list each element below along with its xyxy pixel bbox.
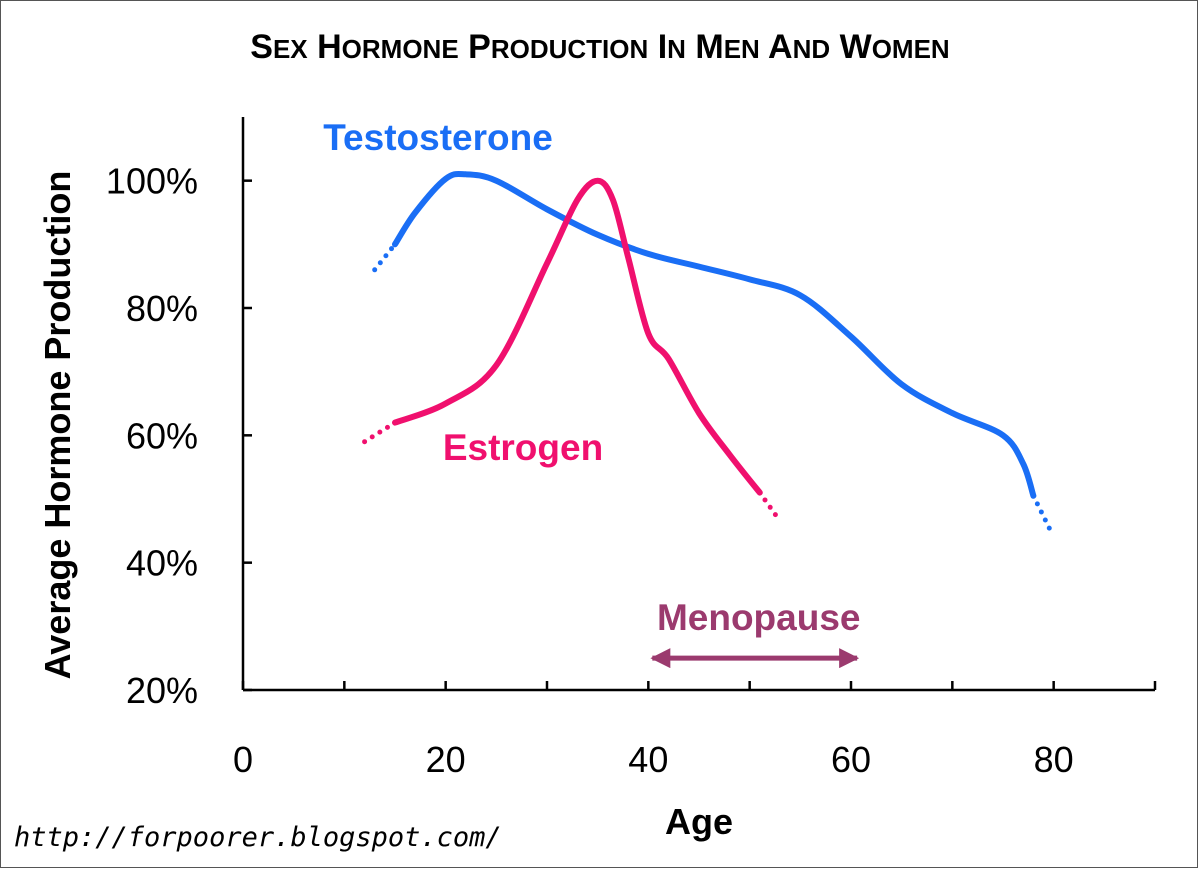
labels-layer: Testosterone Estrogen Menopause (323, 117, 861, 669)
y-tick-label: 20% (126, 670, 198, 711)
testosterone-dotted-end (1030, 493, 1054, 534)
estrogen-dotted-end (757, 490, 783, 524)
y-axis-label: Average Hormone Production (37, 171, 78, 680)
x-tick-label: 20 (426, 739, 466, 780)
testosterone-dotted-start (372, 241, 398, 273)
estrogen-line (392, 177, 763, 496)
y-tick-label: 60% (126, 415, 198, 456)
estrogen-dotted-start (362, 420, 398, 445)
y-tick-label: 40% (126, 543, 198, 584)
x-tick-label: 40 (628, 739, 668, 780)
x-tick-label: 80 (1034, 739, 1074, 780)
axes: 20% 40% 60% 80% 100% 0 20 40 60 80 (106, 117, 1157, 780)
x-tick-label: 0 (233, 739, 253, 780)
x-axis-label: Age (665, 801, 733, 842)
x-tick-label: 60 (831, 739, 871, 780)
menopause-label: Menopause (657, 597, 861, 638)
source-url: http://forpoorer.blogspot.com/ (14, 822, 502, 853)
y-tick-label: 80% (126, 288, 198, 329)
chart-title: SEX HORMONE PRODUCTION IN MEN AND WOMEN (250, 28, 949, 66)
testosterone-line (392, 170, 1037, 499)
estrogen-series-label: Estrogen (443, 427, 603, 468)
testosterone-series-label: Testosterone (323, 117, 553, 158)
y-tick-label: 100% (106, 161, 198, 202)
series-layer (362, 170, 1054, 534)
